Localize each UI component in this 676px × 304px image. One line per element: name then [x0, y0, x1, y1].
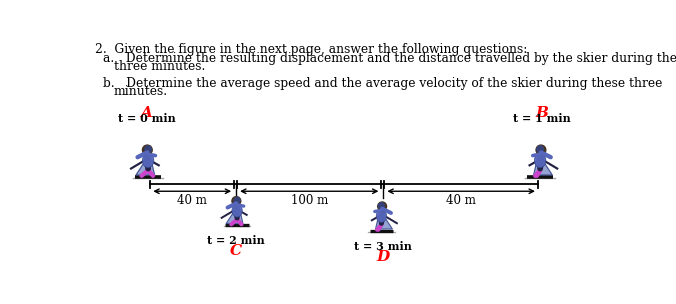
Polygon shape — [533, 154, 552, 175]
Text: 100 m: 100 m — [291, 194, 328, 206]
Circle shape — [536, 145, 546, 155]
Text: A: A — [141, 106, 152, 120]
Text: 2.  Given the figure in the next page, answer the following questions:: 2. Given the figure in the next page, an… — [95, 43, 528, 56]
Text: D: D — [377, 250, 389, 264]
Polygon shape — [136, 154, 155, 175]
Text: t = 3 min: t = 3 min — [354, 241, 412, 252]
Text: b.   Determine the average speed and the average velocity of the skier during th: b. Determine the average speed and the a… — [103, 77, 662, 89]
Circle shape — [145, 146, 151, 152]
Text: minutes.: minutes. — [114, 85, 168, 98]
Text: C: C — [230, 244, 242, 257]
Text: t = 2 min: t = 2 min — [207, 235, 264, 246]
Text: three minutes.: three minutes. — [114, 60, 206, 73]
Circle shape — [378, 202, 387, 211]
Ellipse shape — [232, 204, 242, 217]
Ellipse shape — [377, 209, 387, 223]
Text: a.   Determine the resulting displacement and the distance travelled by the skie: a. Determine the resulting displacement … — [103, 52, 676, 65]
Ellipse shape — [535, 153, 546, 168]
Text: 40 m: 40 m — [446, 194, 476, 206]
Circle shape — [379, 203, 385, 209]
Circle shape — [234, 197, 240, 203]
Text: t = 1 min: t = 1 min — [513, 113, 571, 124]
Polygon shape — [375, 210, 393, 229]
Circle shape — [232, 197, 241, 206]
Ellipse shape — [143, 153, 154, 168]
Text: t = 0 min: t = 0 min — [118, 113, 175, 124]
Text: B: B — [535, 106, 548, 120]
Text: 40 m: 40 m — [177, 194, 207, 206]
Circle shape — [143, 145, 152, 155]
Circle shape — [537, 146, 544, 152]
Polygon shape — [226, 205, 243, 224]
